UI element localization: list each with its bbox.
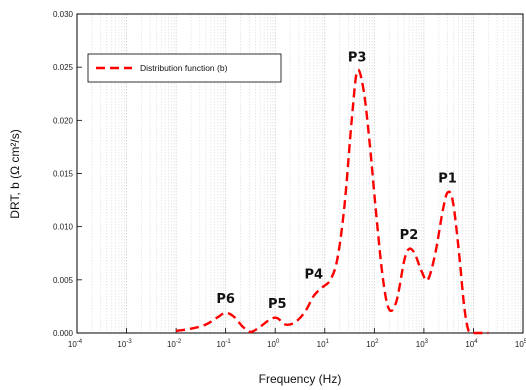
y-tick-label: 0.030 [53,10,74,19]
peak-label-p6: P6 [216,292,235,307]
y-tick-label: 0.010 [53,223,74,232]
x-axis-label: Frequency (Hz) [259,372,342,386]
y-tick-label: 0.020 [53,116,74,125]
x-tick-label: 10-3 [117,339,132,349]
y-axis-label: DRT, b (Ω cm²/s) [8,129,22,218]
x-tick-label: 102 [366,339,379,349]
x-tick-label: 105 [515,339,526,349]
y-tick-label: 0.015 [53,170,74,179]
peak-label-p5: P5 [268,297,287,312]
x-tick-label: 10-1 [217,339,232,349]
y-tick-label: 0.000 [53,329,74,338]
y-axis: 0.000 0.005 0.010 0.015 0.020 0.025 0.030 [53,10,82,338]
y-tick-label: 0.005 [53,276,74,285]
peak-label-p1: P1 [438,172,457,187]
x-tick-label: 104 [465,339,478,349]
x-tick-label: 100 [267,339,280,349]
x-tick-label: 10-4 [68,339,83,349]
x-axis: 10-4 10-3 10-2 10-1 100 101 102 103 104 105 [68,328,526,349]
x-tick-label: 10-2 [167,339,182,349]
legend: Distribution function (b) [88,54,281,82]
peak-label-p3: P3 [348,50,367,65]
legend-entry: Distribution function (b) [140,63,228,73]
x-tick-label: 101 [317,339,330,349]
peak-label-p2: P2 [400,228,419,243]
y-tick-label: 0.025 [53,63,74,72]
peak-labels: P1 P2 P3 P4 P5 P6 [216,50,456,312]
peak-label-p4: P4 [304,267,323,282]
x-tick-label: 103 [416,339,429,349]
